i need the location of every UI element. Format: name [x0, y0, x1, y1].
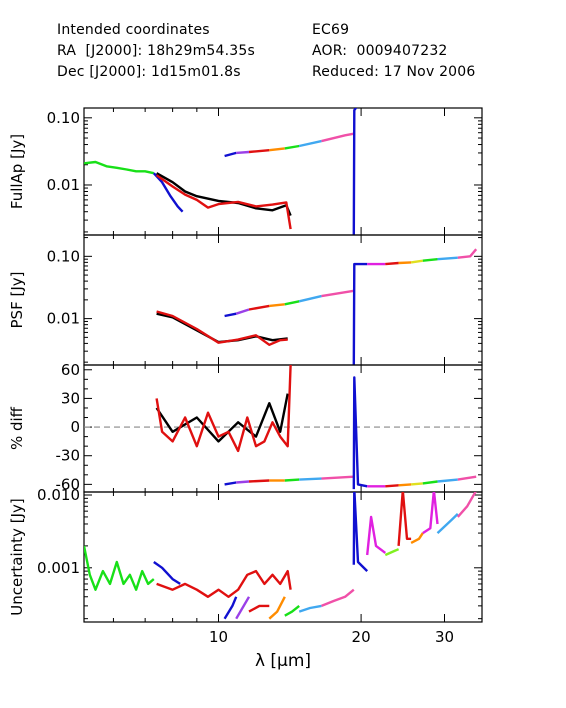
panel-frame-psf [83, 234, 483, 366]
series-line-uncertainty-orange [268, 596, 286, 620]
series-line-uncertainty-blue [352, 492, 369, 572]
x-tick-label: 20 [352, 628, 371, 646]
series-line-pctdiff-cyan [437, 478, 458, 483]
series-line-fullap-orange [269, 147, 285, 152]
series-line-psf-pink [321, 289, 354, 298]
series-line-uncertainty-orange [410, 532, 424, 544]
series-line-pctdiff-orange [398, 483, 412, 487]
series-line-fullap-blue [352, 108, 358, 235]
series-line-pctdiff-blue [224, 481, 237, 486]
series-line-uncertainty-cyan [436, 513, 459, 534]
header-right-line-3: Reduced: 17 Nov 2006 [312, 64, 476, 80]
series-line-psf-green [422, 258, 438, 262]
series-line-psf-blue [352, 262, 368, 365]
series-line-fullap-orange [399, 96, 412, 97]
panel-frame-pctdiff [83, 364, 483, 493]
series-line-pctdiff-pink [457, 475, 477, 481]
series-line-uncertainty-red [248, 604, 270, 613]
series-line-psf-red [248, 304, 270, 311]
series-line-pctdiff-pink [321, 475, 354, 480]
series-line-pctdiff-blue [352, 376, 368, 490]
header-right-line-2: AOR: 0009407232 [312, 43, 448, 59]
series-line-psf-blue [224, 312, 237, 318]
series-line-pctdiff-red [385, 484, 399, 488]
series-line-psf-green [284, 300, 300, 306]
y-tick-label: 30 [61, 389, 80, 407]
series-line-pctdiff-green [422, 480, 438, 485]
series-line-psf-orange [269, 303, 285, 308]
series-line-pctdiff-cyan [299, 477, 322, 481]
series-line-pctdiff-yellow [410, 482, 423, 486]
series-line-uncertainty-green [284, 604, 300, 617]
x-tick-label: 30 [435, 628, 454, 646]
series-line-uncertainty-lime [384, 548, 400, 557]
series-line-psf-cyan [298, 294, 322, 303]
series-line-uncertainty-magenta [422, 492, 439, 535]
series-line-pctdiff-red [155, 365, 292, 453]
series-line-fullap-green [84, 160, 155, 175]
y-tick-label: 0.001 [37, 559, 80, 577]
series-line-fullap-black [156, 172, 292, 217]
series-line-psf-yellow [410, 259, 423, 264]
series-line-pctdiff-green [284, 478, 300, 482]
series-line-uncertainty-cyan [298, 604, 322, 613]
series-line-fullap-green [423, 95, 438, 96]
series-line-fullap-pink [321, 132, 355, 143]
y-axis-label-pctdiff: % diff [8, 406, 26, 450]
series-line-fullap-red [155, 174, 292, 230]
y-tick-label: -30 [56, 447, 81, 465]
header-left-line-1: Intended coordinates [57, 22, 210, 38]
series-line-psf-purple [235, 308, 250, 315]
x-axis-label: λ [μm] [255, 651, 311, 671]
series-line-uncertainty-red [156, 569, 292, 598]
series-line-psf-cyan [437, 256, 458, 261]
series-line-fullap-cyan [438, 94, 458, 95]
series-line-uncertainty-green [84, 545, 155, 591]
series-line-pctdiff-red [248, 479, 270, 483]
series-line-uncertainty-blue [153, 561, 181, 585]
panel-frame-uncertainty [83, 491, 483, 623]
y-tick-label: 0.10 [47, 109, 80, 127]
y-tick-label: 0 [70, 418, 80, 436]
y-tick-label: 0.10 [47, 247, 80, 265]
y-tick-label: -60 [56, 475, 81, 493]
series-line-fullap-green [284, 144, 300, 150]
series-line-uncertainty-pink [456, 492, 477, 518]
series-line-fullap-blue [224, 151, 237, 158]
series-line-psf-pink [457, 248, 478, 259]
series-line-uncertainty-magenta [366, 515, 387, 556]
series-line-uncertainty-purple [235, 596, 251, 620]
series-line-psf-orange [398, 261, 412, 265]
y-tick-label: 0.01 [47, 176, 80, 194]
y-tick-label: 60 [61, 361, 80, 379]
y-tick-label: 0.010 [37, 486, 80, 504]
header-right-line-1: EC69 [312, 22, 350, 38]
series-line-pctdiff-purple [236, 480, 250, 484]
series-line-fullap-cyan [298, 139, 322, 148]
series-line-psf-red [156, 310, 288, 346]
header-left-line-3: Dec [J2000]: 1d15m01.8s [57, 64, 241, 80]
series-line-fullap-pink [458, 91, 476, 93]
y-axis-label-psf: PSF [Jy] [8, 272, 26, 329]
series-line-uncertainty-blue [223, 596, 238, 620]
series-line-uncertainty-red [397, 492, 412, 546]
y-tick-label: 0.01 [47, 310, 80, 328]
series-line-fullap-purple [236, 150, 250, 155]
y-axis-label-uncertainty: Uncertainty [Jy] [8, 498, 26, 615]
series-line-fullap-red [248, 149, 270, 154]
header-left-line-2: RA [J2000]: 18h29m54.35s [57, 43, 255, 59]
x-tick-label: 10 [209, 628, 228, 646]
y-axis-label-fullap: FullAp [Jy] [8, 134, 26, 209]
series-line-uncertainty-pink [321, 588, 355, 608]
series-line-fullap-blue [152, 172, 184, 213]
series-line-psf-red [385, 261, 399, 266]
series-line-fullap-magenta [367, 98, 385, 100]
